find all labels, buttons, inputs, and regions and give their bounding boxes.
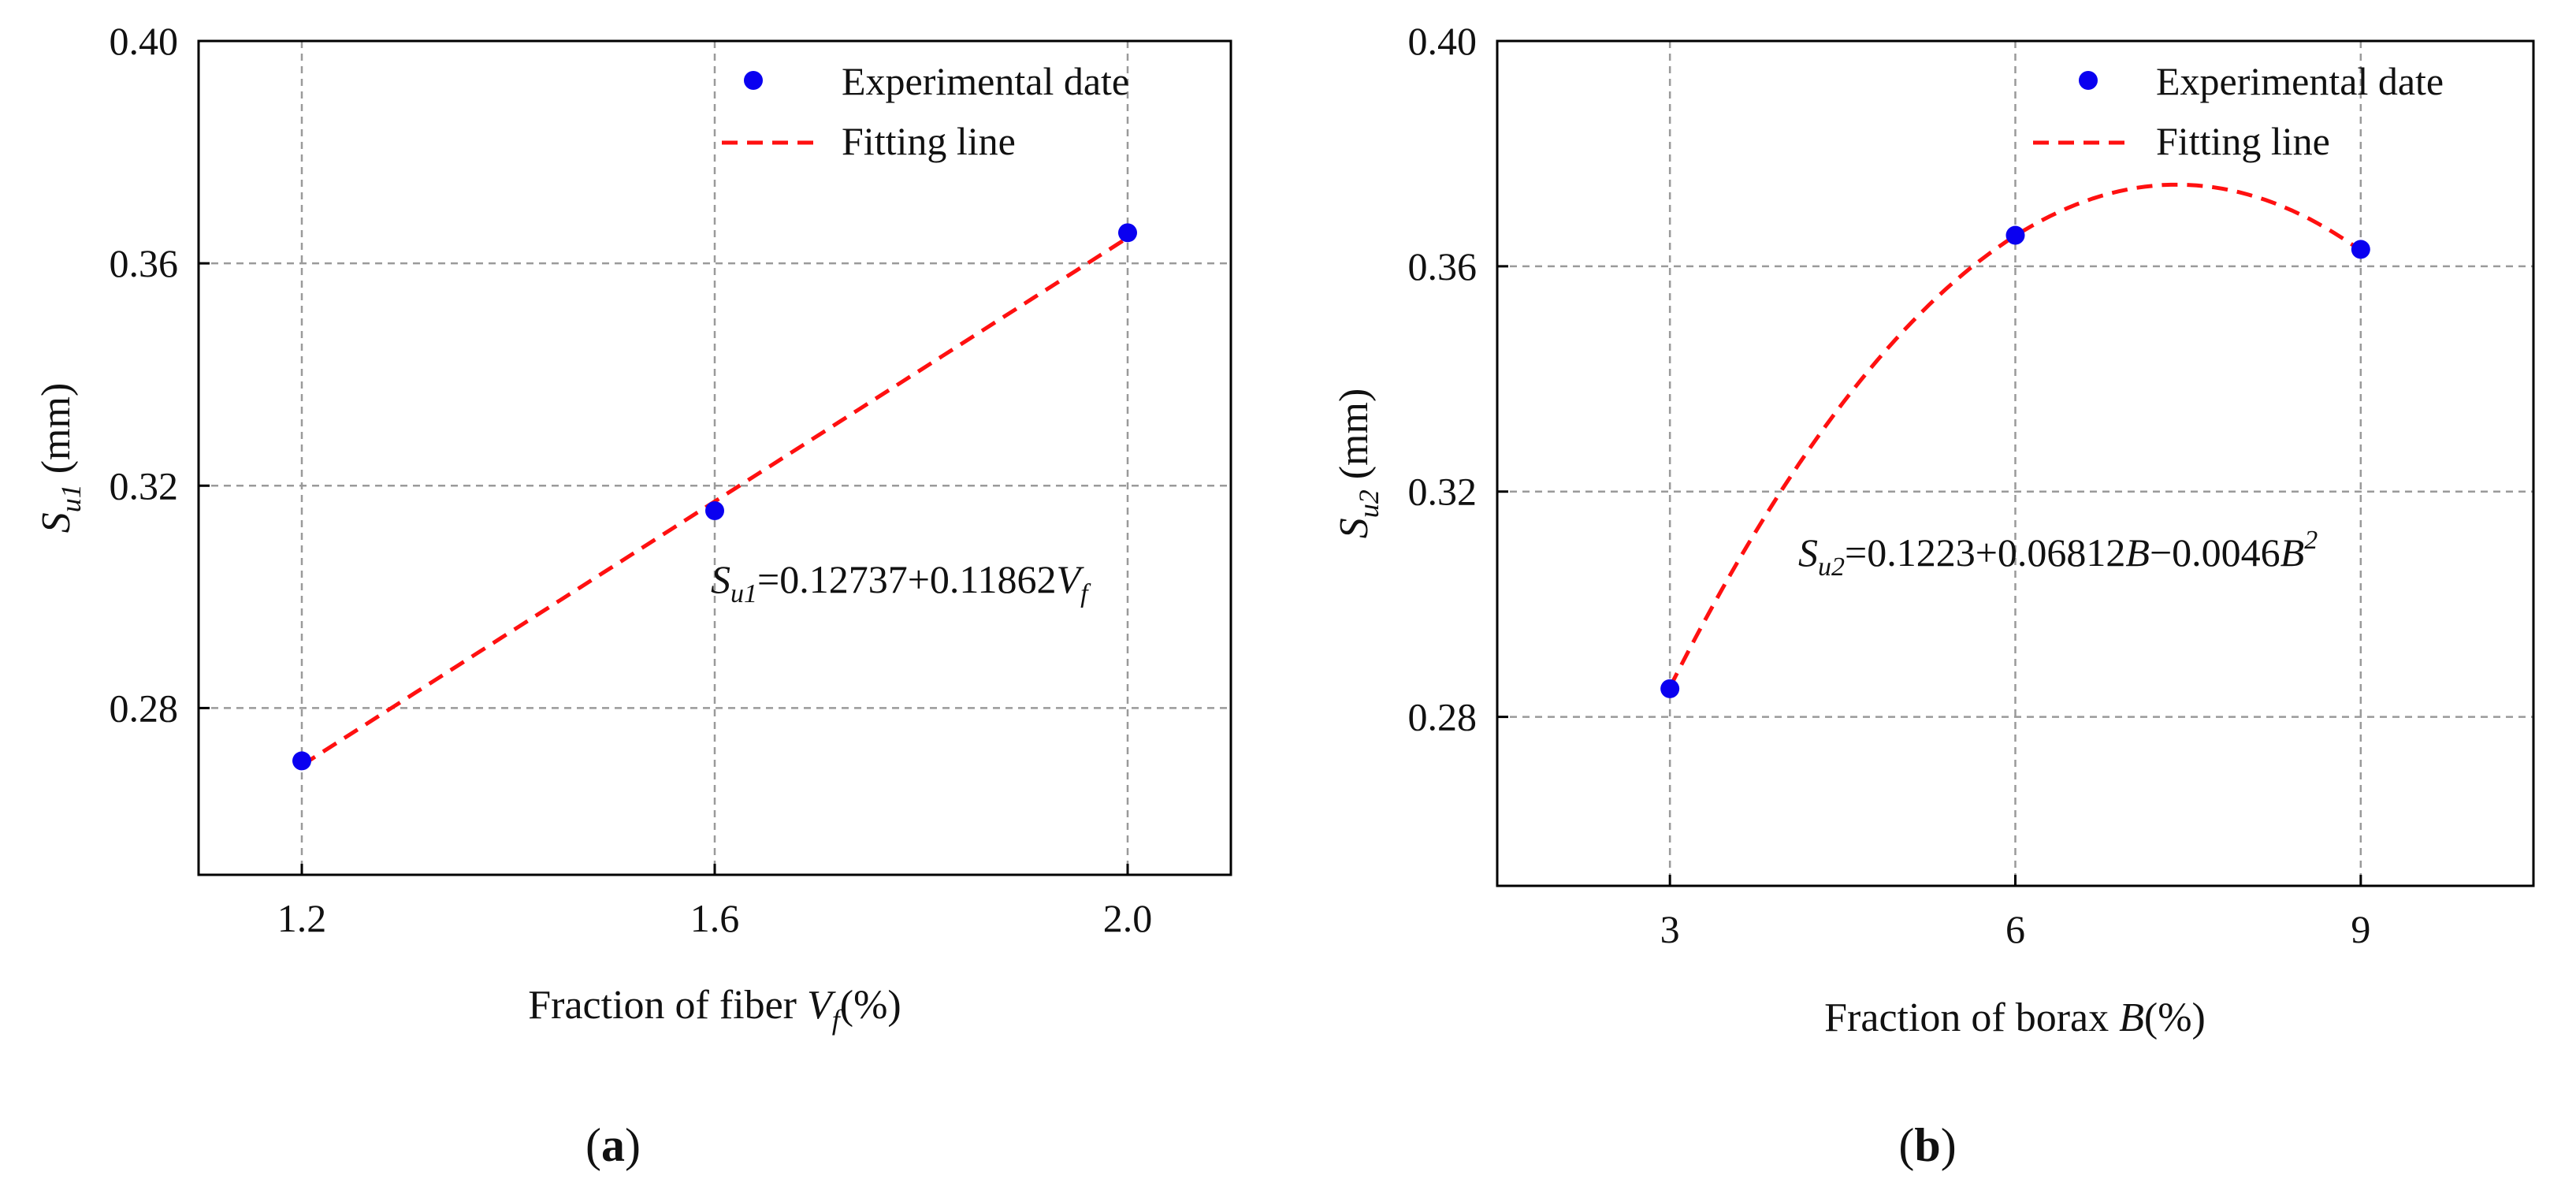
y-tick-label: 0.28	[110, 686, 179, 730]
legend-points-label: Experimental date	[842, 59, 1129, 103]
data-point	[2351, 240, 2370, 259]
tick-marks-b	[1497, 39, 2362, 886]
x-tick-label: 9	[2351, 907, 2370, 951]
fit-equation: Su2=0.1223+0.06812B−0.0046B2	[1798, 526, 2318, 582]
y-axis-title: Su1 (mm)	[34, 383, 87, 534]
fit-equation: Su1=0.12737+0.11862Vf	[711, 557, 1091, 608]
y-tick-label: 0.40	[1408, 19, 1478, 63]
data-point	[705, 501, 724, 521]
y-tick-label: 0.28	[1408, 695, 1478, 739]
data-point	[292, 751, 311, 771]
legend-fit-label: Fitting line	[842, 119, 1016, 163]
y-tick-label: 0.36	[1408, 244, 1478, 288]
x-tick-label: 1.6	[690, 896, 740, 940]
grid-lines-b	[1497, 39, 2533, 886]
fitting-line-b	[1667, 182, 2362, 689]
fitting-line-path	[1667, 182, 2362, 689]
grid-lines-a	[199, 39, 1231, 875]
data-points-b	[1660, 225, 2370, 698]
chart-panel-b: 0.28 0.32 0.36 0.40 3 6 9 Experimental d…	[1332, 19, 2535, 1171]
data-points-a	[292, 223, 1137, 771]
y-tick-label: 0.32	[1408, 470, 1478, 514]
x-tick-label: 6	[2005, 907, 2025, 951]
chart-panel-a: 0.28 0.32 0.36 0.40 1.2 1.6 2.0 Experime…	[34, 19, 1232, 1171]
panel-label-a: (a)	[585, 1119, 641, 1171]
data-point	[1660, 679, 1680, 698]
plot-frame-b	[1496, 39, 2535, 887]
x-tick-label: 3	[1660, 907, 1680, 951]
tick-marks-a	[199, 39, 1129, 875]
legend-fit-label: Fitting line	[2156, 119, 2330, 163]
panel-label-b: (b)	[1898, 1119, 1956, 1171]
x-tick-label: 2.0	[1103, 896, 1153, 940]
y-tick-label: 0.32	[110, 463, 179, 508]
x-axis-title: Fraction of borax B(%)	[1824, 995, 2206, 1040]
legend-point-marker	[744, 71, 763, 90]
plot-frame-a	[197, 39, 1232, 876]
legend-points-label: Experimental date	[2156, 59, 2444, 103]
data-point	[1118, 223, 1137, 243]
y-tick-label: 0.40	[110, 19, 179, 63]
legend-point-marker	[2079, 71, 2098, 90]
data-point	[2005, 225, 2025, 245]
y-tick-label: 0.36	[110, 241, 179, 285]
x-tick-label: 1.2	[277, 896, 327, 940]
y-axis-title: Su2 (mm)	[1332, 389, 1385, 539]
x-axis-title: Fraction of fiber Vf(%)	[528, 983, 901, 1036]
